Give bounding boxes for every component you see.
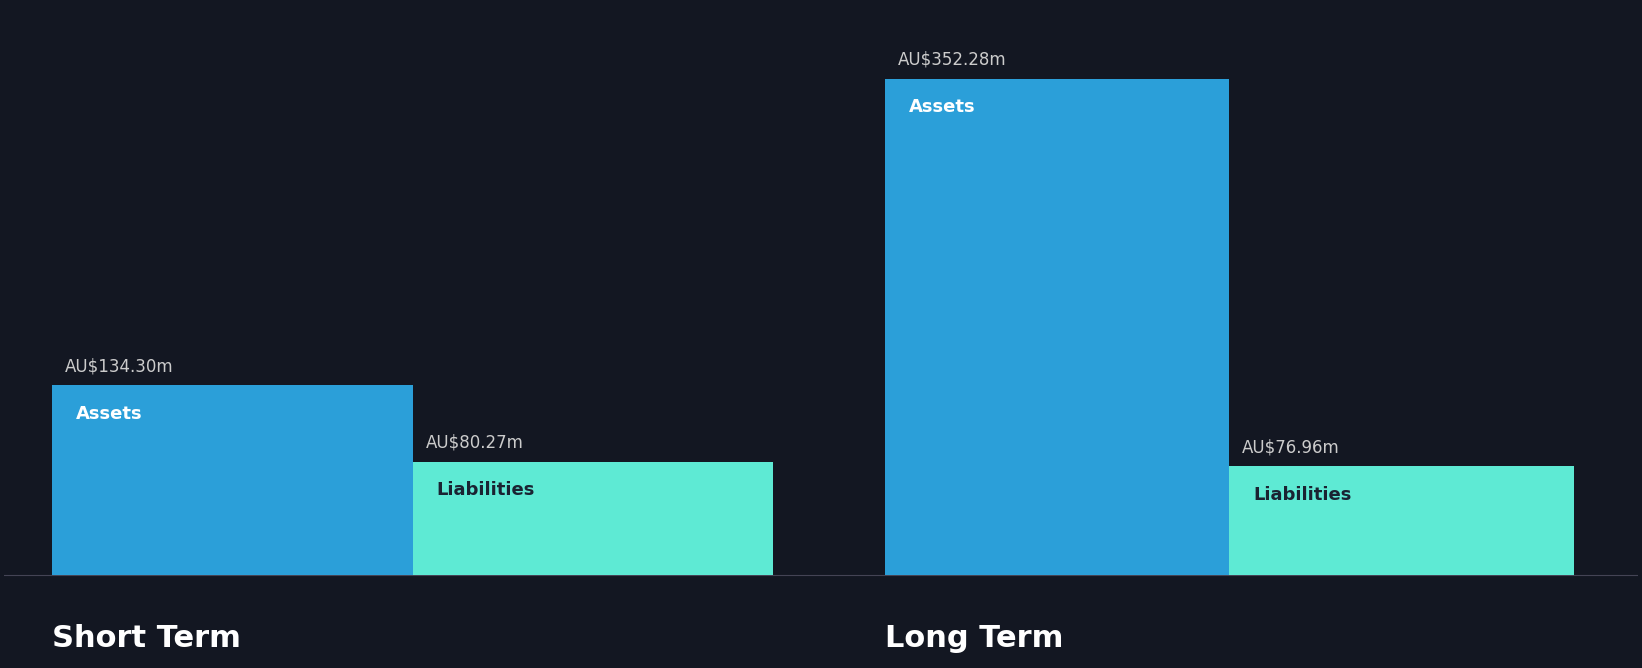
Text: AU$80.27m: AU$80.27m: [425, 434, 524, 452]
Polygon shape: [885, 79, 1230, 574]
Text: Liabilities: Liabilities: [437, 482, 535, 500]
Text: AU$352.28m: AU$352.28m: [898, 51, 1007, 69]
Text: Assets: Assets: [910, 98, 975, 116]
Text: Assets: Assets: [76, 405, 143, 424]
Text: Short Term: Short Term: [53, 624, 241, 653]
Polygon shape: [1230, 466, 1573, 574]
Text: AU$134.30m: AU$134.30m: [66, 357, 174, 375]
Polygon shape: [53, 385, 412, 574]
Text: AU$76.96m: AU$76.96m: [1243, 438, 1340, 456]
Polygon shape: [412, 462, 773, 574]
Text: Long Term: Long Term: [885, 624, 1064, 653]
Text: Liabilities: Liabilities: [1253, 486, 1351, 504]
